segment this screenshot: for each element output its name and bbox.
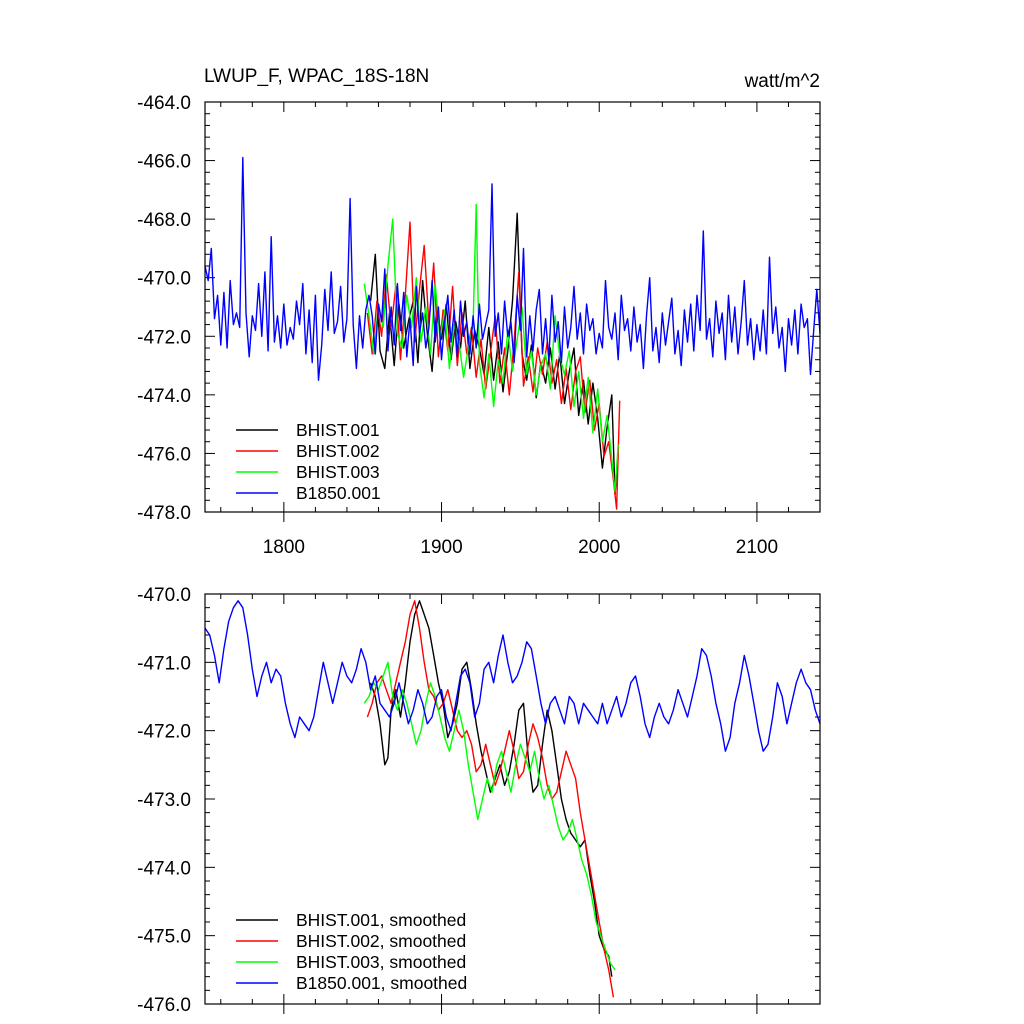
bottom-plot-lines [204, 600, 821, 998]
bottom-axis-ticks [205, 593, 821, 1014]
units-label: watt/m^2 [744, 71, 820, 92]
top-plot-frame [204, 101, 821, 513]
bottom-series-line-1 [366, 600, 615, 998]
top-axis-tick-labels: -464.0 -466.0 -468.0 -470.0 -472.0 -474.0 -476… [137, 93, 778, 558]
top-legend-label: B1850.001 [296, 483, 381, 503]
top-y-tick-label: -474.0 [137, 386, 191, 407]
bottom-series-line-3 [204, 600, 821, 752]
bottom-legend-label: B1850.001, smoothed [296, 973, 467, 993]
bottom-y-tick-label: -471.0 [137, 653, 191, 674]
top-panel: LWUP_F, WPAC_18S-18N watt/m^2 -464.0 -466… [137, 66, 821, 558]
top-y-tick-label: -478.0 [137, 503, 191, 524]
bottom-y-tick-label: -473.0 [137, 790, 191, 811]
top-y-tick-label: -472.0 [137, 327, 191, 348]
top-x-tick-label: 1800 [263, 537, 305, 558]
bottom-y-tick-label: -472.0 [137, 722, 191, 743]
top-y-tick-label: -476.0 [137, 444, 191, 465]
top-series-line-0 [369, 212, 619, 496]
bottom-legend-label: BHIST.003, smoothed [296, 952, 466, 972]
chart-title: LWUP_F, WPAC_18S-18N [204, 66, 429, 87]
top-y-tick-label: -464.0 [137, 93, 191, 114]
bottom-y-tick-label: -476.0 [137, 995, 191, 1016]
bottom-axis-tick-labels: -470.0 -471.0 -472.0 -473.0 -474.0 -475.0 -476… [137, 585, 191, 1016]
bottom-y-tick-label: -474.0 [137, 858, 191, 879]
top-series-line-3 [204, 156, 821, 381]
bottom-y-tick-label: -470.0 [137, 585, 191, 606]
bottom-panel: -470.0 -471.0 -472.0 -473.0 -474.0 -475.0 -476… [137, 585, 821, 1016]
top-plot-lines [204, 156, 821, 510]
top-y-tick-label: -470.0 [137, 269, 191, 290]
top-x-tick-label: 1900 [420, 537, 462, 558]
top-x-tick-label: 2100 [736, 537, 778, 558]
top-y-tick-label: -466.0 [137, 152, 191, 173]
bottom-series-line-2 [363, 661, 616, 971]
top-legend-label: BHIST.001 [296, 420, 380, 440]
bottom-legend-label: BHIST.002, smoothed [296, 931, 466, 951]
bottom-series-line-0 [369, 600, 613, 977]
bottom-y-tick-label: -475.0 [137, 927, 191, 948]
top-series-line-2 [363, 203, 619, 493]
bottom-plot-frame [204, 593, 821, 1005]
top-x-tick-label: 2000 [578, 537, 620, 558]
top-legend-label: BHIST.002 [296, 441, 380, 461]
bottom-legend-label: BHIST.001, smoothed [296, 910, 466, 930]
top-y-tick-label: -468.0 [137, 210, 191, 231]
top-legend-label: BHIST.003 [296, 462, 380, 482]
